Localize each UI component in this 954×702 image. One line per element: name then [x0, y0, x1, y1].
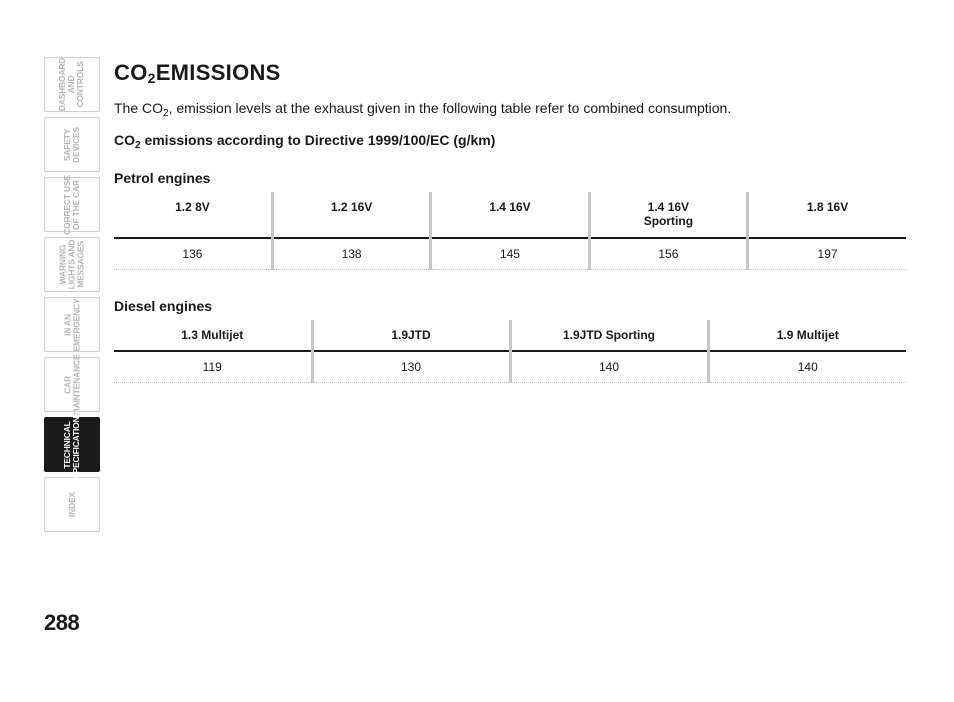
directive-post: emissions according to Directive 1999/10…	[141, 132, 496, 148]
manual-page: DASHBOARD AND CONTROLS SAFETY DEVICES CORR…	[0, 0, 954, 702]
intro-sub: 2	[163, 108, 169, 119]
sidebar-tabs: DASHBOARD AND CONTROLS SAFETY DEVICES CORR…	[44, 57, 100, 537]
sidebar-tab-label: INDEX	[67, 492, 76, 517]
petrol-value-1: 138	[272, 238, 430, 270]
petrol-value-4: 197	[748, 238, 906, 270]
diesel-value-3: 140	[708, 351, 906, 383]
directive-pre: CO	[114, 132, 135, 148]
petrol-header-0: 1.2 8V	[114, 192, 272, 238]
petrol-header-4: 1.8 16V	[748, 192, 906, 238]
sidebar-tab-2[interactable]: CORRECT USE OF THE CAR	[44, 177, 100, 232]
diesel-value-1: 130	[312, 351, 510, 383]
sidebar-tab-label: DASHBOARD AND CONTROLS	[58, 58, 85, 111]
sidebar-tab-7[interactable]: INDEX	[44, 477, 100, 532]
petrol-header-3: 1.4 16VSporting	[589, 192, 747, 238]
intro-text: The CO2, emission levels at the exhaust …	[114, 100, 906, 116]
directive-text: CO2 emissions according to Directive 199…	[114, 132, 906, 148]
petrol-value-3: 156	[589, 238, 747, 270]
sidebar-tab-label: TECHNICAL SPECIFICATIONS	[63, 411, 81, 479]
sidebar-tab-label: CORRECT USE OF THE CAR	[63, 175, 81, 235]
sidebar-tab-4[interactable]: IN AN EMERGENCY	[44, 297, 100, 352]
title-sub: 2	[148, 70, 156, 86]
page-number: 288	[44, 610, 79, 636]
intro-post: , emission levels at the exhaust given i…	[169, 100, 732, 116]
sidebar-tab-label: IN AN EMERGENCY	[63, 298, 81, 351]
sidebar-tab-3[interactable]: WARNING LIGHTS AND MESSAGES	[44, 237, 100, 292]
diesel-label: Diesel engines	[114, 298, 906, 314]
diesel-header-0: 1.3 Multijet	[114, 320, 312, 351]
spacer	[114, 270, 906, 298]
sidebar-tab-label: CAR MAINTENANCE	[63, 354, 81, 415]
diesel-value-0: 119	[114, 351, 312, 383]
diesel-header-1: 1.9JTD	[312, 320, 510, 351]
title-post: EMISSIONS	[156, 60, 281, 85]
diesel-value-2: 140	[510, 351, 708, 383]
sidebar-tab-label: WARNING LIGHTS AND MESSAGES	[58, 240, 85, 290]
sidebar-tab-5[interactable]: CAR MAINTENANCE	[44, 357, 100, 412]
petrol-label: Petrol engines	[114, 170, 906, 186]
petrol-header-1: 1.2 16V	[272, 192, 430, 238]
petrol-value-2: 145	[431, 238, 589, 270]
diesel-header-2: 1.9JTD Sporting	[510, 320, 708, 351]
sidebar-tab-label: SAFETY DEVICES	[63, 127, 81, 163]
sidebar-tab-6[interactable]: TECHNICAL SPECIFICATIONS	[44, 417, 100, 472]
diesel-table: 1.3 Multijet1.9JTD1.9JTD Sporting1.9 Mul…	[114, 320, 906, 383]
sidebar-tab-0[interactable]: DASHBOARD AND CONTROLS	[44, 57, 100, 112]
page-title: CO2EMISSIONS	[114, 60, 906, 86]
directive-sub: 2	[135, 140, 141, 151]
sidebar-tab-1[interactable]: SAFETY DEVICES	[44, 117, 100, 172]
petrol-table: 1.2 8V1.2 16V1.4 16V1.4 16VSporting1.8 1…	[114, 192, 906, 270]
title-pre: CO	[114, 60, 148, 85]
petrol-value-0: 136	[114, 238, 272, 270]
intro-pre: The CO	[114, 100, 163, 116]
petrol-header-2: 1.4 16V	[431, 192, 589, 238]
diesel-header-3: 1.9 Multijet	[708, 320, 906, 351]
